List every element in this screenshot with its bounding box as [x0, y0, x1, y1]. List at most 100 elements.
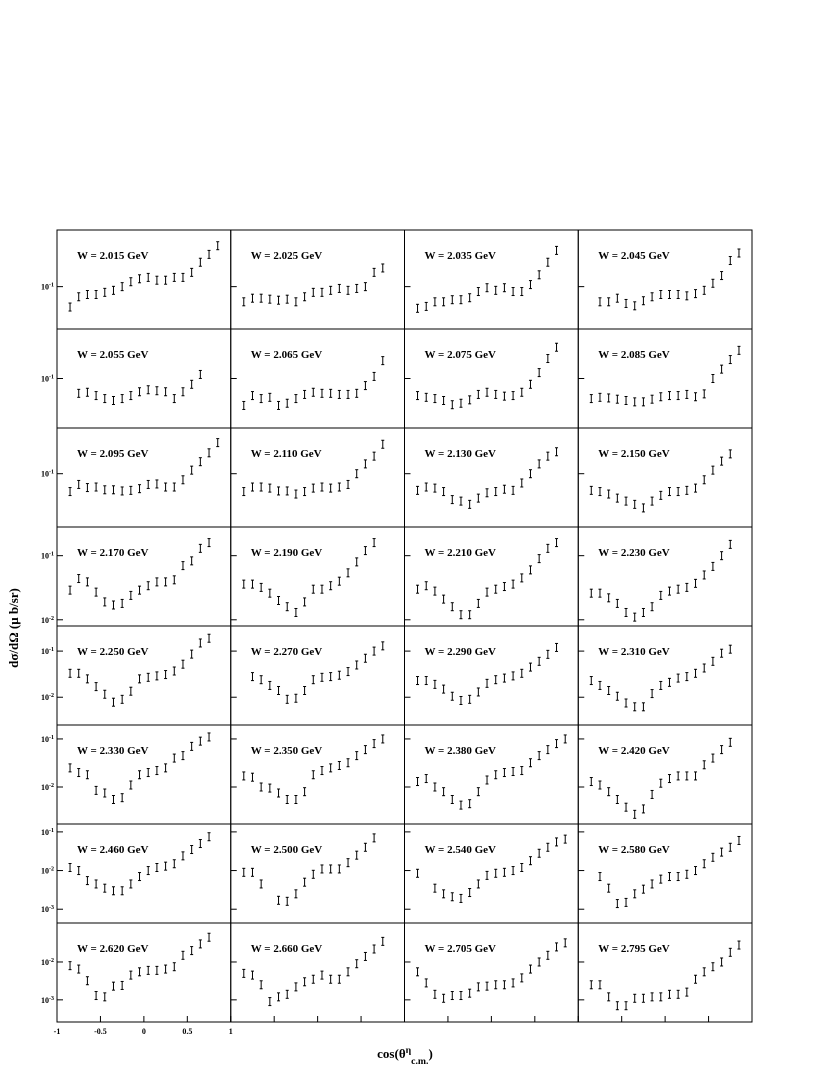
- error-bar: [468, 799, 472, 809]
- error-bar: [120, 886, 124, 896]
- error-bar: [694, 392, 698, 402]
- error-bar: [728, 947, 732, 957]
- error-bar: [728, 355, 732, 365]
- error-bar: [476, 687, 480, 697]
- error-bar: [650, 602, 654, 612]
- error-bar: [111, 285, 115, 295]
- error-bar: [694, 483, 698, 493]
- error-bar: [416, 303, 420, 313]
- error-bar: [363, 653, 367, 663]
- error-bar: [476, 787, 480, 797]
- error-bar: [68, 862, 72, 872]
- error-bar: [485, 981, 489, 991]
- error-bar: [494, 584, 498, 594]
- error-bar: [329, 763, 333, 773]
- error-bar: [77, 574, 81, 584]
- error-bar: [242, 867, 246, 877]
- error-bar: [546, 950, 550, 960]
- error-bar: [329, 864, 333, 874]
- error-bar: [320, 388, 324, 398]
- error-bar: [502, 768, 506, 778]
- error-bar: [94, 879, 98, 889]
- panel-frame: [56, 229, 232, 330]
- error-bar: [528, 379, 532, 389]
- error-bar: [485, 387, 489, 397]
- error-bar: [68, 585, 72, 595]
- error-bar: [433, 297, 437, 307]
- y-tick-label: 10-1: [41, 735, 54, 744]
- panel-frame: [230, 526, 405, 627]
- error-bar: [155, 671, 159, 681]
- error-bar: [598, 872, 602, 882]
- error-bar: [502, 867, 506, 877]
- error-bar: [433, 679, 437, 689]
- error-bar: [372, 944, 376, 954]
- error-bar: [85, 483, 89, 493]
- error-bar: [633, 702, 637, 712]
- panel-frame: [577, 526, 753, 627]
- error-bar: [285, 896, 289, 906]
- error-bar: [77, 768, 81, 778]
- error-bar: [207, 538, 211, 548]
- error-bar: [555, 245, 559, 255]
- error-bar: [633, 809, 637, 819]
- error-bar: [528, 662, 532, 672]
- error-bar: [607, 297, 611, 307]
- error-bar: [198, 543, 202, 553]
- error-bar: [363, 546, 367, 556]
- error-bar: [711, 962, 715, 972]
- panel-title: W = 2.015 GeV: [77, 250, 149, 262]
- error-bar: [598, 980, 602, 990]
- error-bar: [329, 483, 333, 493]
- error-bar: [68, 302, 72, 312]
- error-bar: [485, 870, 489, 880]
- error-bar: [633, 612, 637, 622]
- panel-title: W = 2.035 GeV: [425, 250, 497, 262]
- error-bar: [607, 883, 611, 893]
- error-bar: [520, 573, 524, 583]
- error-bar: [329, 285, 333, 295]
- y-tick-label: 10-3: [41, 996, 54, 1005]
- error-bar: [259, 394, 263, 404]
- error-bar: [528, 964, 532, 974]
- error-bar: [650, 689, 654, 699]
- error-bar: [442, 487, 446, 497]
- error-bar: [546, 257, 550, 267]
- error-bar: [164, 577, 168, 587]
- error-bar: [294, 982, 298, 992]
- error-bar: [442, 993, 446, 1003]
- error-bar: [607, 393, 611, 403]
- error-bar: [285, 694, 289, 704]
- error-bar: [198, 939, 202, 949]
- error-bar: [190, 267, 194, 277]
- error-bar: [198, 638, 202, 648]
- error-bar: [381, 936, 385, 946]
- error-bar: [146, 272, 150, 282]
- panel-frame: [230, 427, 405, 528]
- panel-frame: [577, 625, 753, 726]
- panel-frame: [404, 427, 579, 528]
- error-bar: [329, 581, 333, 591]
- error-bar: [711, 561, 715, 571]
- error-bar: [111, 485, 115, 495]
- panel-title: W = 2.130 GeV: [425, 448, 497, 460]
- error-bar: [624, 396, 628, 406]
- error-bar: [164, 275, 168, 285]
- error-bar: [68, 668, 72, 678]
- error-bar: [268, 680, 272, 690]
- error-bar: [685, 389, 689, 399]
- error-bar: [303, 292, 307, 302]
- error-bar: [711, 465, 715, 475]
- error-bar: [172, 753, 176, 763]
- error-bar: [103, 485, 107, 495]
- error-bar: [181, 387, 185, 397]
- panel-title: W = 2.190 GeV: [251, 547, 323, 559]
- error-bar: [520, 387, 524, 397]
- error-bar: [667, 677, 671, 687]
- error-bar: [494, 675, 498, 685]
- error-bar: [659, 680, 663, 690]
- error-bar: [311, 974, 315, 984]
- error-bar: [381, 439, 385, 449]
- error-bar: [181, 950, 185, 960]
- error-bar: [468, 694, 472, 704]
